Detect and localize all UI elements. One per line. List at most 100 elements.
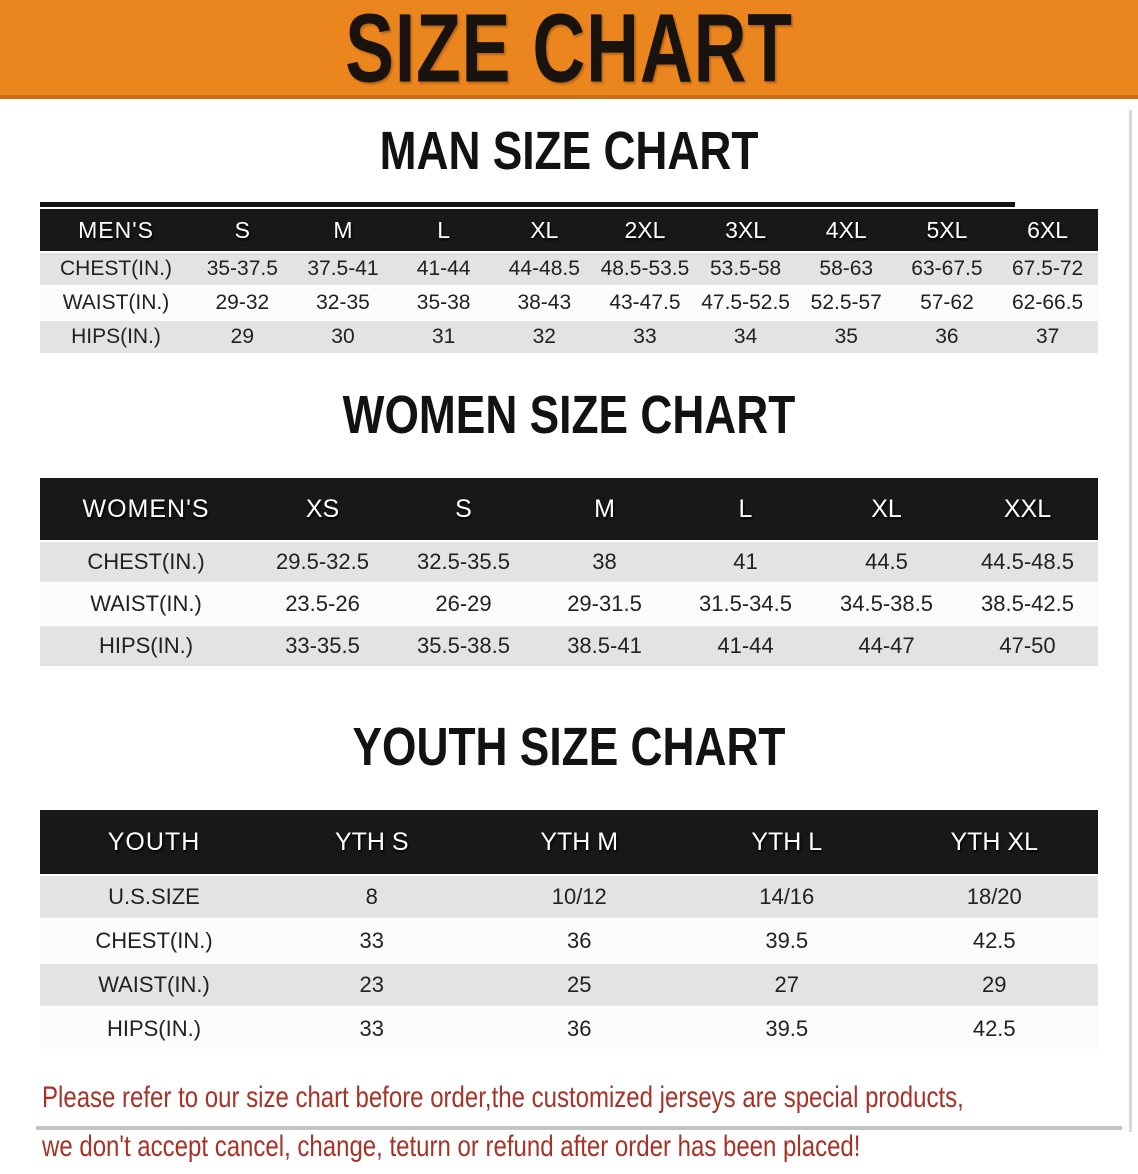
size-cell: 10/12	[475, 876, 683, 918]
size-cell: 37.5-41	[292, 253, 394, 285]
size-cell: 36	[475, 920, 683, 962]
size-cell: 44.5	[816, 542, 957, 582]
row-label: WAIST(IN.)	[40, 584, 252, 624]
men-col-header: M	[292, 209, 394, 251]
size-cell: 57-62	[896, 287, 998, 319]
size-cell: 14/16	[683, 876, 891, 918]
men-waist-row: WAIST(IN.) 29-32 32-35 35-38 38-43 43-47…	[40, 287, 1098, 319]
banner: SIZE CHART	[0, 0, 1138, 99]
size-cell: 44.5-48.5	[957, 542, 1098, 582]
size-cell: 38.5-41	[534, 626, 675, 666]
size-cell: 39.5	[683, 1008, 891, 1050]
youth-section-title-text: YOUTH SIZE CHART	[352, 717, 786, 777]
youth-hips-row: HIPS(IN.) 33 36 39.5 42.5	[40, 1008, 1098, 1050]
row-label: WAIST(IN.)	[40, 287, 192, 319]
youth-section-title: YOUTH SIZE CHART	[0, 720, 1138, 788]
men-hips-row: HIPS(IN.) 29 30 31 32 33 34 35 36 37	[40, 321, 1098, 353]
size-cell: 32-35	[292, 287, 394, 319]
size-cell: 44-47	[816, 626, 957, 666]
size-cell: 36	[475, 1008, 683, 1050]
size-cell: 38.5-42.5	[957, 584, 1098, 624]
women-chest-row: CHEST(IN.) 29.5-32.5 32.5-35.5 38 41 44.…	[40, 542, 1098, 582]
youth-col-header: YTH M	[475, 810, 683, 874]
size-cell: 23.5-26	[252, 584, 393, 624]
size-cell: 32.5-35.5	[393, 542, 534, 582]
women-col-header: L	[675, 478, 816, 540]
size-cell: 31.5-34.5	[675, 584, 816, 624]
size-cell: 62-66.5	[997, 287, 1098, 319]
men-col-header: 3XL	[695, 209, 796, 251]
size-cell: 42.5	[890, 1008, 1098, 1050]
women-col-header: XXL	[957, 478, 1098, 540]
row-label: CHEST(IN.)	[40, 253, 192, 285]
size-cell: 52.5-57	[795, 287, 897, 319]
men-col-header: L	[393, 209, 494, 251]
size-cell: 30	[292, 321, 394, 353]
men-corner-label: MEN'S	[40, 209, 192, 251]
size-cell: 34.5-38.5	[816, 584, 957, 624]
row-label: U.S.SIZE	[40, 876, 268, 918]
size-cell: 41-44	[393, 253, 494, 285]
youth-ussize-row: U.S.SIZE 8 10/12 14/16 18/20	[40, 876, 1098, 918]
size-cell: 29	[890, 964, 1098, 1006]
men-chest-row: CHEST(IN.) 35-37.5 37.5-41 41-44 44-48.5…	[40, 253, 1098, 285]
size-cell: 36	[896, 321, 998, 353]
size-cell: 29-31.5	[534, 584, 675, 624]
size-cell: 35-37.5	[192, 253, 293, 285]
size-cell: 32	[493, 321, 595, 353]
size-cell: 26-29	[393, 584, 534, 624]
size-cell: 48.5-53.5	[594, 253, 696, 285]
row-label: CHEST(IN.)	[40, 542, 252, 582]
banner-title: SIZE CHART	[345, 0, 793, 99]
size-cell: 33	[268, 920, 476, 962]
size-cell: 39.5	[683, 920, 891, 962]
youth-header-row: YOUTH YTH S YTH M YTH L YTH XL	[40, 810, 1098, 874]
youth-waist-row: WAIST(IN.) 23 25 27 29	[40, 964, 1098, 1006]
men-size-table: MEN'S S M L XL 2XL 3XL 4XL 5XL 6XL CHEST…	[40, 207, 1098, 355]
men-col-header: XL	[493, 209, 595, 251]
size-cell: 41	[675, 542, 816, 582]
row-label: HIPS(IN.)	[40, 321, 192, 353]
size-cell: 8	[268, 876, 476, 918]
size-cell: 37	[997, 321, 1098, 353]
size-cell: 53.5-58	[695, 253, 796, 285]
youth-size-table: YOUTH YTH S YTH M YTH L YTH XL U.S.SIZE …	[40, 808, 1098, 1052]
women-col-header: XS	[252, 478, 393, 540]
footer-note: Please refer to our size chart before or…	[0, 1076, 1138, 1174]
men-col-header: 4XL	[795, 209, 897, 251]
men-col-header: 2XL	[594, 209, 696, 251]
women-size-table-wrap: WOMEN'S XS S M L XL XXL CHEST(IN.) 29.5-…	[40, 476, 1098, 668]
row-label: HIPS(IN.)	[40, 1008, 268, 1050]
size-cell: 35	[795, 321, 897, 353]
size-cell: 18/20	[890, 876, 1098, 918]
size-cell: 47-50	[957, 626, 1098, 666]
footer-note-line-2-wrap: we don't accept cancel, change, teturn o…	[42, 1125, 1138, 1174]
size-cell: 33-35.5	[252, 626, 393, 666]
size-cell: 63-67.5	[896, 253, 998, 285]
size-cell: 25	[475, 964, 683, 1006]
size-cell: 29-32	[192, 287, 293, 319]
women-corner-label: WOMEN'S	[40, 478, 252, 540]
man-section-title-text: MAN SIZE CHART	[379, 121, 759, 181]
bottom-edge-line	[36, 1126, 1122, 1130]
women-size-table: WOMEN'S XS S M L XL XXL CHEST(IN.) 29.5-…	[40, 476, 1098, 668]
women-header-row: WOMEN'S XS S M L XL XXL	[40, 478, 1098, 540]
youth-corner-label: YOUTH	[40, 810, 268, 874]
row-label: CHEST(IN.)	[40, 920, 268, 962]
footer-note-line-1: Please refer to our size chart before or…	[42, 1081, 964, 1114]
size-cell: 29	[192, 321, 293, 353]
size-cell: 38-43	[493, 287, 595, 319]
women-waist-row: WAIST(IN.) 23.5-26 26-29 29-31.5 31.5-34…	[40, 584, 1098, 624]
size-cell: 67.5-72	[997, 253, 1098, 285]
size-cell: 29.5-32.5	[252, 542, 393, 582]
size-cell: 35.5-38.5	[393, 626, 534, 666]
youth-col-header: YTH XL	[890, 810, 1098, 874]
size-cell: 31	[393, 321, 494, 353]
women-col-header: XL	[816, 478, 957, 540]
right-edge-line	[1129, 110, 1132, 1132]
man-section-title: MAN SIZE CHART	[0, 124, 1138, 192]
women-section-title-text: WOMEN SIZE CHART	[342, 385, 796, 445]
women-col-header: S	[393, 478, 534, 540]
men-header-row: MEN'S S M L XL 2XL 3XL 4XL 5XL 6XL	[40, 209, 1098, 251]
men-table-top-rule	[40, 202, 1015, 207]
